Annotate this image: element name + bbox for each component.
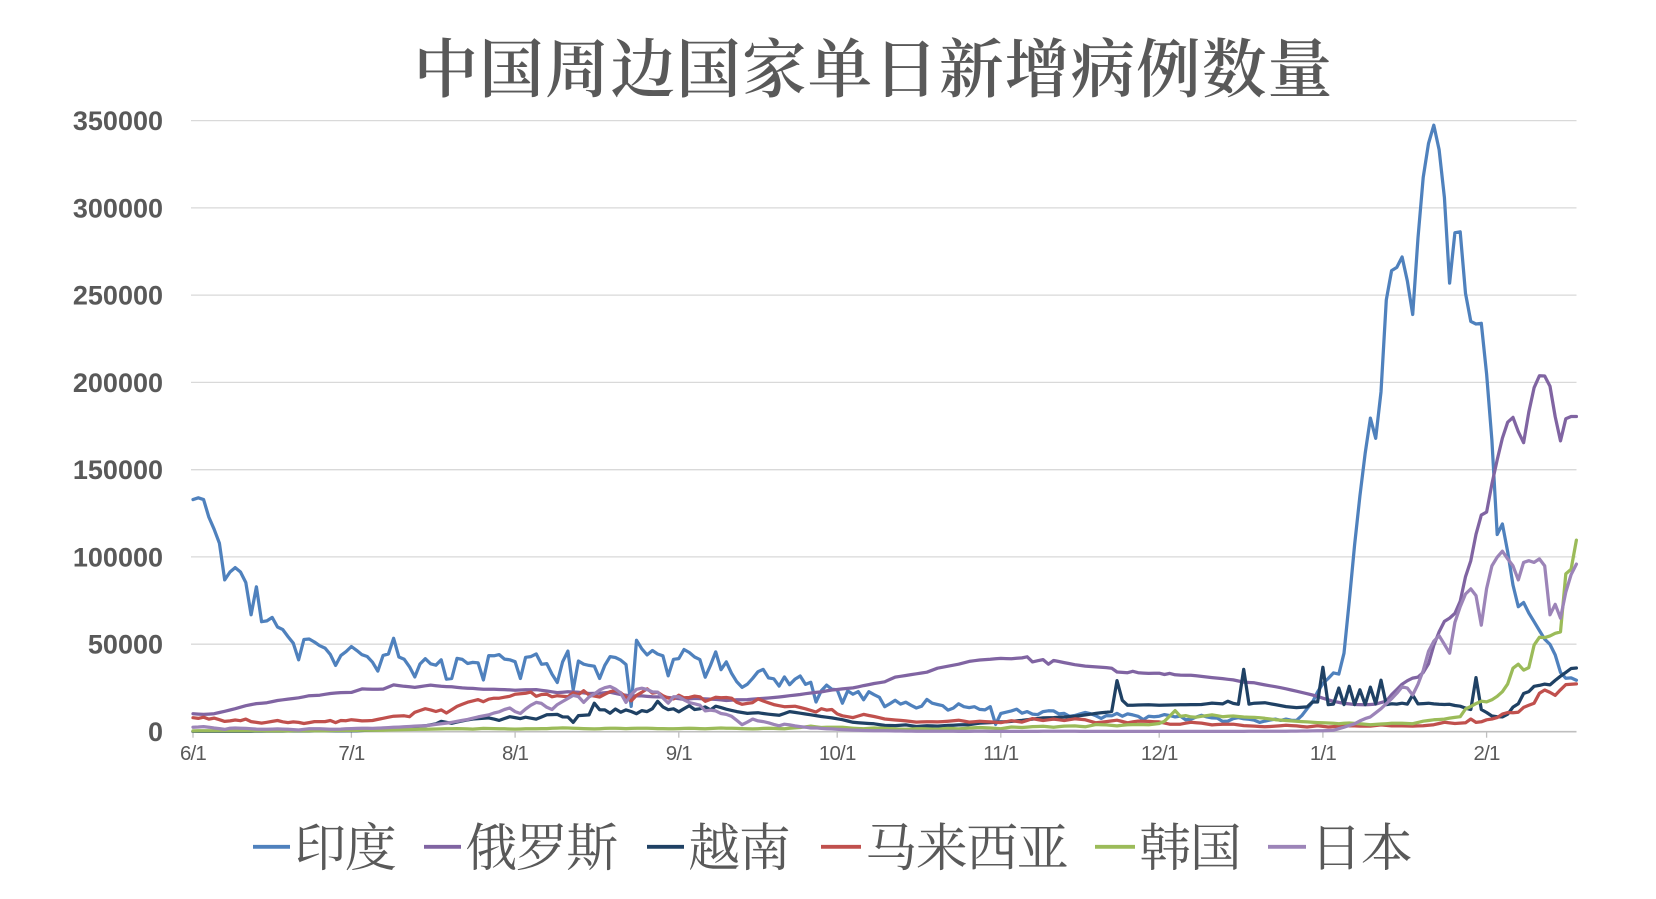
svg-text:50000: 50000 [88, 630, 163, 660]
svg-text:100000: 100000 [73, 542, 163, 572]
svg-text:6/1: 6/1 [180, 742, 206, 765]
svg-text:12/1: 12/1 [1141, 742, 1178, 765]
svg-text:8/1: 8/1 [502, 742, 528, 765]
svg-text:0: 0 [148, 717, 163, 747]
svg-text:350000: 350000 [73, 106, 163, 136]
svg-text:11/1: 11/1 [983, 742, 1019, 765]
svg-text:250000: 250000 [73, 281, 163, 311]
svg-text:1/1: 1/1 [1310, 742, 1336, 765]
svg-text:200000: 200000 [73, 368, 163, 398]
svg-text:9/1: 9/1 [666, 742, 692, 765]
svg-text:2/1: 2/1 [1474, 742, 1500, 765]
svg-text:10/1: 10/1 [819, 742, 856, 765]
svg-text:7/1: 7/1 [338, 742, 364, 765]
svg-text:300000: 300000 [73, 193, 163, 223]
svg-text:150000: 150000 [73, 455, 163, 485]
